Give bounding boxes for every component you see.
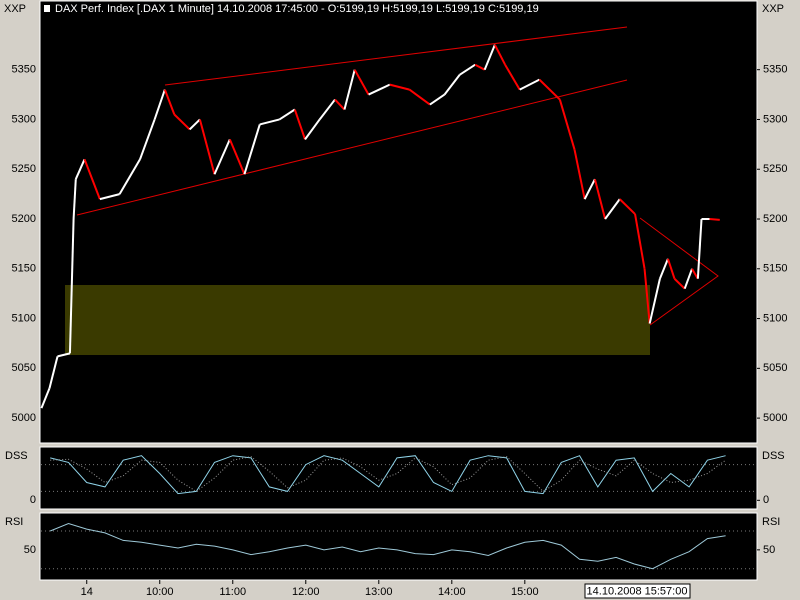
y-tick-label: 5200: [12, 213, 36, 225]
y-tick-label: 5300: [12, 113, 36, 125]
y-tick-label: 50: [763, 544, 775, 556]
dss-panel: [40, 447, 757, 509]
y-tick-label: 5000: [12, 412, 36, 424]
y-tick-label: 5350: [763, 64, 787, 76]
rsi-panel: [40, 513, 757, 580]
chart-title: DAX Perf. Index [.DAX 1 Minute] 14.10.20…: [55, 3, 539, 15]
y-axis-label: XXP: [4, 3, 26, 15]
y-tick-label: 5150: [763, 263, 787, 275]
y-tick-label: 0: [763, 494, 769, 506]
x-tick-label: 14: [81, 586, 93, 598]
x-tick-label: 12:00: [292, 586, 320, 598]
y-tick-label: 5250: [12, 163, 36, 175]
y-axis-label: RSI: [5, 516, 23, 528]
y-axis-label: XXP: [762, 3, 784, 15]
y-tick-label: 5000: [763, 412, 787, 424]
y-axis-label: DSS: [5, 450, 28, 462]
y-tick-label: 0: [30, 494, 36, 506]
y-tick-label: 5050: [12, 362, 36, 374]
x-tick-label: 10:00: [146, 586, 174, 598]
price-segment: [710, 219, 720, 220]
y-tick-label: 50: [24, 544, 36, 556]
y-axis-label: DSS: [762, 450, 785, 462]
x-tick-label: 11:00: [219, 586, 246, 598]
highlight-zone: [65, 285, 650, 355]
title-icon: [44, 5, 50, 12]
y-tick-label: 5350: [12, 64, 36, 76]
y-axis-label: RSI: [762, 516, 780, 528]
y-tick-label: 5050: [763, 362, 787, 374]
y-tick-label: 5300: [763, 113, 787, 125]
y-tick-label: 5250: [763, 163, 787, 175]
x-tick-label: 14:00: [438, 586, 466, 598]
y-tick-label: 5100: [763, 312, 787, 324]
y-tick-label: 5200: [763, 213, 787, 225]
x-tick-label: 15:00: [511, 586, 539, 598]
x-tick-label: 13:00: [365, 586, 393, 598]
y-tick-label: 5150: [12, 263, 36, 275]
price-panel: [40, 1, 757, 443]
cursor-label: 14.10.2008 15:57:00: [587, 585, 688, 597]
y-tick-label: 5100: [12, 312, 36, 324]
